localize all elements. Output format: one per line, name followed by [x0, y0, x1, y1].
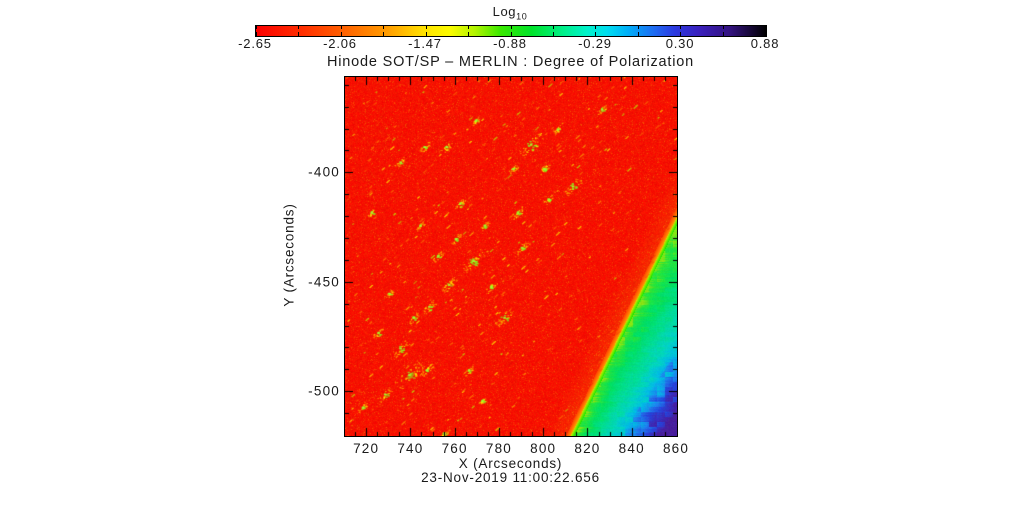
y-tick-label: -500 — [308, 383, 340, 399]
colorbar-tick — [765, 26, 766, 29]
x-tick-label: 740 — [397, 441, 424, 456]
heatmap-canvas — [344, 76, 678, 437]
colorbar-tick — [298, 26, 300, 29]
colorbar-tick — [510, 32, 512, 36]
colorbar-tick-label: -0.29 — [578, 36, 612, 51]
colorbar-tick-label: 0.88 — [750, 36, 780, 51]
colorbar-tick — [256, 32, 257, 36]
colorbar-tick — [383, 32, 385, 36]
x-axis-label: X (Arcseconds) — [458, 456, 563, 471]
y-tick-label: -400 — [308, 164, 340, 180]
colorbar-tick — [680, 26, 682, 29]
x-tick-label: 720 — [353, 441, 380, 456]
colorbar-tick — [722, 26, 724, 29]
timestamp: 23-Nov-2019 11:00:22.656 — [421, 470, 600, 485]
colorbar-tick — [637, 26, 639, 29]
colorbar-tick — [722, 32, 724, 36]
colorbar-tick — [637, 32, 639, 36]
colorbar-tick — [340, 32, 342, 36]
colorbar-tick — [383, 26, 385, 29]
colorbar-tick — [595, 32, 597, 36]
colorbar-tick — [468, 26, 470, 29]
colorbar-title-text: Log — [492, 4, 517, 19]
colorbar-tick — [425, 26, 427, 29]
colorbar-tick-label: -1.47 — [408, 36, 442, 51]
colorbar-tick — [680, 32, 682, 36]
x-tick-label: 780 — [485, 441, 512, 456]
colorbar-tick — [765, 32, 766, 36]
colorbar-tick-label: -0.88 — [493, 36, 527, 51]
colorbar-title: Log10 — [255, 4, 765, 22]
x-tick-label: 840 — [618, 441, 645, 456]
colorbar-tick — [256, 26, 257, 29]
x-tick-label: 820 — [574, 441, 601, 456]
colorbar-title-subscript: 10 — [516, 11, 528, 22]
colorbar — [255, 25, 767, 37]
x-tick-label: 800 — [530, 441, 557, 456]
colorbar-tick — [340, 26, 342, 29]
x-tick-label: 760 — [441, 441, 468, 456]
colorbar-tick — [298, 32, 300, 36]
colorbar-tick-label: 0.30 — [665, 36, 695, 51]
colorbar-tick-label: -2.06 — [323, 36, 357, 51]
y-tick-label: -450 — [308, 274, 340, 290]
colorbar-tick — [552, 32, 554, 36]
colorbar-tick — [425, 32, 427, 36]
x-tick-label: 860 — [662, 441, 690, 456]
colorbar-tick — [552, 26, 554, 29]
colorbar-tick — [468, 32, 470, 36]
colorbar-tick-label: -2.65 — [238, 36, 272, 51]
colorbar-tick — [595, 26, 597, 29]
y-axis-label: Y (Arcseconds) — [281, 203, 297, 307]
colorbar-tick — [510, 26, 512, 29]
plot-title: Hinode SOT/SP – MERLIN : Degree of Polar… — [327, 54, 694, 70]
